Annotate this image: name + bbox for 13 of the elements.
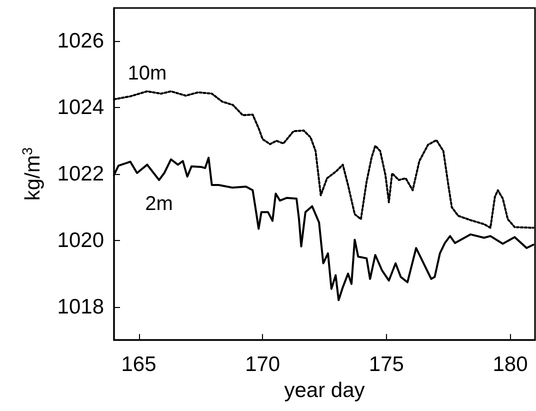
y-tick-label: 1020 bbox=[57, 228, 104, 252]
y-tick-label: 1026 bbox=[57, 30, 104, 53]
y-axis-title: kg/m3 bbox=[19, 147, 44, 201]
x-tick-label: 170 bbox=[245, 353, 280, 376]
y-tick-label: 1018 bbox=[57, 295, 104, 318]
x-tick-label: 165 bbox=[121, 353, 156, 376]
series-label: 10m bbox=[128, 62, 167, 84]
x-axis-title: year day bbox=[284, 378, 366, 402]
y-tick-label: 1024 bbox=[57, 96, 104, 120]
x-tick-label: 180 bbox=[492, 353, 528, 376]
y-tick-label: 1022 bbox=[57, 162, 104, 186]
series-label: 2m bbox=[145, 192, 173, 215]
x-tick-label: 175 bbox=[368, 353, 404, 376]
